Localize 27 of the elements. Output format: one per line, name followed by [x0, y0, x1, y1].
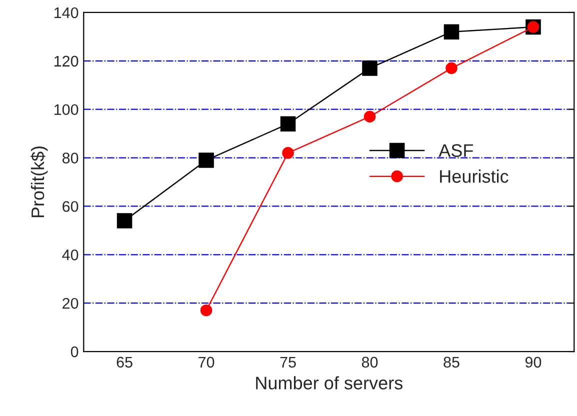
x-tick-label: 75 [280, 356, 296, 368]
y-tick-label: 20 [62, 298, 78, 309]
y-tick-label: 0 [70, 346, 78, 358]
legend-label: Heuristic [440, 170, 508, 183]
point [364, 110, 376, 123]
point [282, 147, 294, 159]
y-tick-label: 80 [62, 152, 78, 164]
point [446, 62, 458, 74]
point [198, 152, 214, 168]
y-tick-label: 60 [62, 201, 78, 212]
x-tick-label: 70 [198, 356, 214, 368]
point [200, 304, 212, 316]
legend-label: ASF [438, 144, 473, 157]
point [116, 213, 132, 228]
y-tick-label: 120 [54, 56, 78, 67]
point [444, 24, 460, 40]
x-axis-title: Number of servers [256, 376, 402, 390]
x-tick-label: 80 [362, 356, 378, 368]
y-axis-title: Profit(k$) [30, 146, 48, 218]
x-tick-label: 85 [444, 356, 460, 368]
x-tick-label: 90 [525, 356, 542, 368]
y-tick-label: 140 [54, 7, 78, 18]
point [280, 116, 296, 132]
point [362, 60, 378, 76]
x-tick-label: 65 [116, 356, 132, 368]
y-tick-label: 40 [62, 250, 78, 260]
y-tick-label: 100 [54, 104, 78, 116]
